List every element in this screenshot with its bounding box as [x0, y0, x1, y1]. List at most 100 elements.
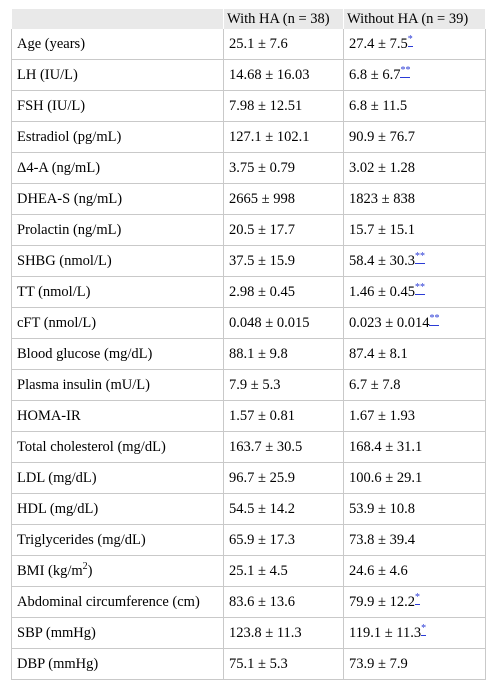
with-ha-value: 14.68 ± 16.03	[223, 59, 344, 91]
without-ha-cell: 87.4 ± 8.1	[343, 338, 486, 370]
row-label-text: Triglycerides (mg/dL)	[17, 531, 146, 548]
without-ha-value: 100.6 ± 29.1	[349, 469, 423, 486]
significance-footnote-link[interactable]: *	[421, 622, 427, 636]
without-ha-cell: 24.6 ± 4.6	[343, 555, 486, 587]
row-label-text: Blood glucose (mg/dL)	[17, 345, 153, 362]
table-row: cFT (nmol/L) 0.048 ± 0.015 0.023 ± 0.014**	[11, 307, 486, 339]
without-ha-cell: 1.67 ± 1.93	[343, 400, 486, 432]
row-label: Δ4-A (ng/mL)	[11, 152, 224, 184]
header-label-column	[11, 9, 224, 29]
header-with-ha: With HA (n = 38)	[223, 9, 344, 29]
with-ha-value: 54.5 ± 14.2	[223, 493, 344, 525]
without-ha-value: 73.9 ± 7.9	[349, 655, 408, 672]
without-ha-value: 73.8 ± 39.4	[349, 531, 415, 548]
table-row: SHBG (nmol/L) 37.5 ± 15.9 58.4 ± 30.3**	[11, 245, 486, 277]
with-ha-value: 123.8 ± 11.3	[223, 617, 344, 649]
row-label-text: BMI (kg/m	[17, 562, 83, 579]
row-label-text: FSH (IU/L)	[17, 97, 86, 114]
table-row: DHEA-S (ng/mL) 2665 ± 998 1823 ± 838	[11, 183, 486, 215]
significance-footnote-link[interactable]: **	[429, 312, 440, 326]
table-row: SBP (mmHg) 123.8 ± 11.3 119.1 ± 11.3*	[11, 617, 486, 649]
table-row: Age (years) 25.1 ± 7.6 27.4 ± 7.5*	[11, 29, 486, 60]
header-row: With HA (n = 38) Without HA (n = 39)	[11, 9, 486, 29]
with-ha-value: 163.7 ± 30.5	[223, 431, 344, 463]
without-ha-cell: 58.4 ± 30.3**	[343, 245, 486, 277]
table-row: Abdominal circumference (cm) 83.6 ± 13.6 7…	[11, 586, 486, 618]
table-body: Age (years) 25.1 ± 7.6 27.4 ± 7.5* LH (IU/L…	[11, 29, 486, 680]
table-row: Plasma insulin (mU/L) 7.9 ± 5.3 6.7 ± 7.8	[11, 369, 486, 401]
without-ha-cell: 53.9 ± 10.8	[343, 493, 486, 525]
row-label-text: Δ4-A (ng/mL)	[17, 159, 101, 176]
without-ha-cell: 3.02 ± 1.28	[343, 152, 486, 184]
without-ha-cell: 90.9 ± 76.7	[343, 121, 486, 153]
row-label-text: Abdominal circumference (cm)	[17, 593, 200, 610]
without-ha-value: 90.9 ± 76.7	[349, 128, 415, 145]
table-row: TT (nmol/L) 2.98 ± 0.45 1.46 ± 0.45**	[11, 276, 486, 308]
with-ha-value: 2.98 ± 0.45	[223, 276, 344, 308]
row-label-text: SHBG (nmol/L)	[17, 252, 112, 269]
with-ha-value: 7.98 ± 12.51	[223, 90, 344, 122]
significance-footnote-link[interactable]: *	[407, 33, 413, 47]
row-label-suffix: )	[87, 562, 93, 579]
row-label-text: Estradiol (pg/mL)	[17, 128, 122, 145]
without-ha-cell: 1823 ± 838	[343, 183, 486, 215]
row-label: SBP (mmHg)	[11, 617, 224, 649]
without-ha-cell: 6.8 ± 11.5	[343, 90, 486, 122]
table-row: Triglycerides (mg/dL) 65.9 ± 17.3 73.8 ± 3…	[11, 524, 486, 556]
data-table-container: With HA (n = 38) Without HA (n = 39) Age…	[11, 9, 486, 680]
significance-footnote-link[interactable]: *	[414, 591, 420, 605]
significance-footnote-link[interactable]: **	[414, 281, 425, 295]
significance-footnote-link[interactable]: **	[414, 250, 425, 264]
row-label: Abdominal circumference (cm)	[11, 586, 224, 618]
without-ha-value: 1.67 ± 1.93	[349, 407, 415, 424]
without-ha-value: 15.7 ± 15.1	[349, 221, 415, 238]
with-ha-value: 65.9 ± 17.3	[223, 524, 344, 556]
without-ha-cell: 6.8 ± 6.7**	[343, 59, 486, 91]
with-ha-value: 25.1 ± 7.6	[223, 29, 344, 60]
without-ha-value: 1823 ± 838	[349, 190, 415, 207]
without-ha-value: 53.9 ± 10.8	[349, 500, 415, 517]
table-row: BMI (kg/m2) 25.1 ± 4.5 24.6 ± 4.6	[11, 555, 486, 587]
without-ha-cell: 27.4 ± 7.5*	[343, 29, 486, 60]
without-ha-value: 6.8 ± 6.7	[349, 66, 401, 83]
row-label: TT (nmol/L)	[11, 276, 224, 308]
without-ha-value: 24.6 ± 4.6	[349, 562, 408, 579]
with-ha-value: 83.6 ± 13.6	[223, 586, 344, 618]
with-ha-value: 0.048 ± 0.015	[223, 307, 344, 339]
row-label-text: DHEA-S (ng/mL)	[17, 190, 123, 207]
row-label-text: SBP (mmHg)	[17, 624, 96, 641]
without-ha-cell: 0.023 ± 0.014**	[343, 307, 486, 339]
table-row: DBP (mmHg) 75.1 ± 5.3 73.9 ± 7.9	[11, 648, 486, 680]
row-label: LDL (mg/dL)	[11, 462, 224, 494]
table-row: Prolactin (ng/mL) 20.5 ± 17.7 15.7 ± 15.1	[11, 214, 486, 246]
without-ha-cell: 79.9 ± 12.2*	[343, 586, 486, 618]
row-label-text: HDL (mg/dL)	[17, 500, 99, 517]
without-ha-value: 6.8 ± 11.5	[349, 97, 408, 114]
without-ha-cell: 119.1 ± 11.3*	[343, 617, 486, 649]
row-label: FSH (IU/L)	[11, 90, 224, 122]
significance-footnote-link[interactable]: **	[400, 64, 411, 78]
with-ha-value: 127.1 ± 102.1	[223, 121, 344, 153]
row-label-text: Prolactin (ng/mL)	[17, 221, 122, 238]
without-ha-value: 87.4 ± 8.1	[349, 345, 408, 362]
table-row: Estradiol (pg/mL) 127.1 ± 102.1 90.9 ± 76.…	[11, 121, 486, 153]
without-ha-value: 119.1 ± 11.3	[349, 624, 422, 641]
with-ha-value: 7.9 ± 5.3	[223, 369, 344, 401]
row-label-text: Plasma insulin (mU/L)	[17, 376, 150, 393]
row-label: Plasma insulin (mU/L)	[11, 369, 224, 401]
without-ha-value: 3.02 ± 1.28	[349, 159, 415, 176]
without-ha-cell: 73.9 ± 7.9	[343, 648, 486, 680]
without-ha-cell: 100.6 ± 29.1	[343, 462, 486, 494]
row-label-text: HOMA-IR	[17, 407, 81, 424]
table-row: HOMA-IR 1.57 ± 0.81 1.67 ± 1.93	[11, 400, 486, 432]
with-ha-value: 20.5 ± 17.7	[223, 214, 344, 246]
row-label-text: LH (IU/L)	[17, 66, 78, 83]
with-ha-value: 25.1 ± 4.5	[223, 555, 344, 587]
row-label-text: LDL (mg/dL)	[17, 469, 97, 486]
row-label: cFT (nmol/L)	[11, 307, 224, 339]
comparison-table: With HA (n = 38) Without HA (n = 39) Age…	[11, 9, 486, 680]
row-label-text: cFT (nmol/L)	[17, 314, 97, 331]
row-label: HDL (mg/dL)	[11, 493, 224, 525]
row-label: Estradiol (pg/mL)	[11, 121, 224, 153]
with-ha-value: 88.1 ± 9.8	[223, 338, 344, 370]
